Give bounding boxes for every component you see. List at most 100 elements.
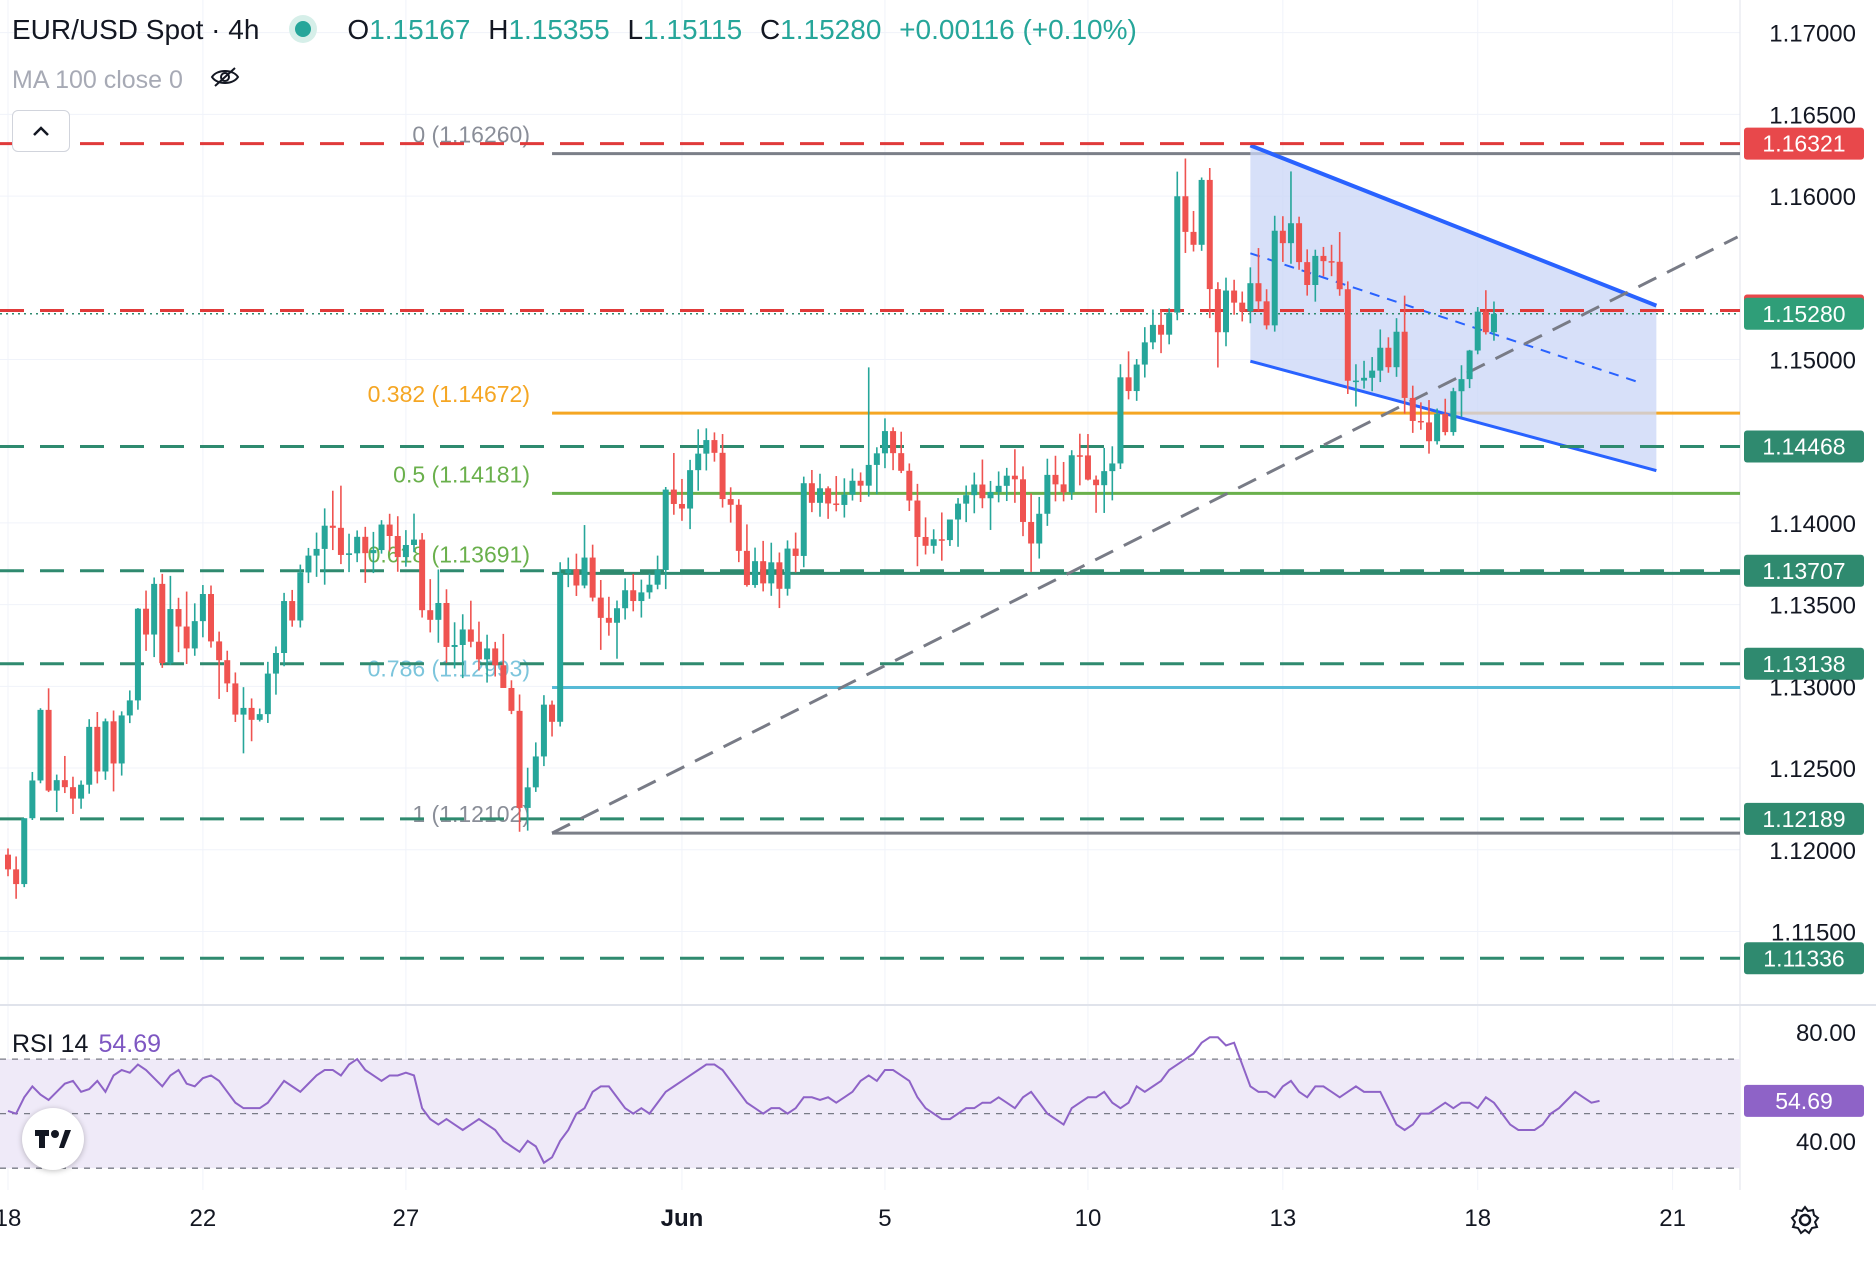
- time-tick-label: 13: [1269, 1205, 1296, 1232]
- price-axis[interactable]: 1.17000 1.16500 1.16000 1.15000 1.14000 1.135…: [1744, 21, 1864, 975]
- candle-body: [183, 626, 190, 649]
- candle-body: [459, 629, 466, 645]
- candle-body: [630, 590, 637, 602]
- candle-body: [995, 485, 1002, 493]
- candle-body: [21, 818, 28, 885]
- candle-body: [792, 548, 799, 556]
- candle-body: [695, 453, 702, 471]
- market-status-icon: [295, 21, 312, 37]
- candle-body: [175, 609, 182, 627]
- candle-body: [573, 569, 580, 586]
- candle-body: [1426, 422, 1432, 442]
- candle-body: [272, 653, 279, 674]
- candle-body: [971, 484, 978, 496]
- candle-body: [1344, 289, 1351, 381]
- candle-body: [443, 603, 450, 647]
- candle-body: [946, 519, 953, 541]
- open-value: 1.15167: [369, 14, 471, 45]
- price-tick-label: 1.15000: [1769, 348, 1856, 375]
- candle-body: [1369, 370, 1376, 378]
- candle-body: [1458, 379, 1465, 392]
- candle-body: [264, 673, 271, 715]
- candle-body: [94, 726, 101, 772]
- channel-upper-line: [1249, 143, 1658, 308]
- price-label-text: 1.13138: [1762, 651, 1845, 677]
- rsi-value-label: 54.69: [1775, 1088, 1833, 1114]
- price-tick-label: 1.11500: [1771, 919, 1856, 946]
- candle-body: [126, 700, 133, 716]
- low-label: L: [627, 14, 644, 45]
- settings-gear-icon[interactable]: [1790, 1205, 1820, 1243]
- candle-body: [1385, 347, 1392, 368]
- candlestick-series: [5, 158, 1497, 899]
- candle-body: [532, 756, 539, 788]
- rsi-label: RSI 14: [12, 1030, 89, 1058]
- candle-body: [1239, 302, 1246, 312]
- symbol-title[interactable]: EUR/USD Spot · 4h: [12, 14, 260, 45]
- price-label-text: 1.12189: [1762, 806, 1845, 832]
- low-value: 1.15115: [643, 14, 743, 45]
- candle-body: [191, 621, 198, 649]
- candle-body: [1474, 311, 1481, 351]
- candle-body: [297, 572, 304, 621]
- price-label-box: [1744, 802, 1864, 835]
- price-tick-label: 1.13500: [1769, 593, 1856, 620]
- candle-body: [1003, 475, 1010, 486]
- candle-body: [743, 550, 750, 586]
- candle-body: [118, 715, 125, 764]
- candle-body: [451, 644, 458, 647]
- candle-body: [1336, 261, 1343, 290]
- candle-body: [784, 548, 791, 589]
- rsi-legend[interactable]: RSI 14 54.69: [12, 1030, 161, 1059]
- candle-body: [508, 687, 515, 711]
- candle-body: [86, 726, 93, 785]
- rsi-value-box: [1744, 1084, 1864, 1117]
- candle-body: [817, 488, 823, 503]
- candle-body: [1328, 261, 1335, 263]
- candle-body: [199, 594, 206, 622]
- candle-body: [1434, 413, 1441, 442]
- candle-body: [890, 431, 897, 454]
- candle-body: [1312, 255, 1319, 285]
- candle-body: [1190, 231, 1197, 245]
- collapse-legend-button[interactable]: [12, 110, 70, 152]
- tradingview-logo-icon[interactable]: [22, 1108, 84, 1170]
- candle-body: [1352, 380, 1359, 383]
- candle-body: [1149, 324, 1156, 343]
- time-tick-label: 27: [393, 1205, 420, 1232]
- candle-body: [849, 480, 856, 495]
- candle-body: [240, 707, 247, 715]
- candle-body: [825, 488, 832, 504]
- candle-body: [1028, 521, 1035, 544]
- trendline[interactable]: [551, 235, 1739, 835]
- candle-body: [134, 608, 141, 701]
- high-value: 1.15355: [508, 14, 610, 45]
- open-label: O: [347, 14, 370, 45]
- price-label-text: 1.16321: [1762, 131, 1845, 157]
- candle-body: [167, 609, 174, 664]
- price-label-text: 1.11336: [1763, 945, 1844, 971]
- close-value: 1.15280: [780, 14, 882, 45]
- candle-body: [906, 470, 913, 501]
- ma-indicator-legend[interactable]: MA 100 close 0: [12, 66, 240, 95]
- hidden-eye-icon[interactable]: [210, 66, 240, 95]
- candle-body: [1060, 484, 1067, 493]
- price-tick-label: 1.12000: [1769, 838, 1856, 865]
- candle-body: [614, 608, 620, 623]
- candle-body: [289, 601, 296, 621]
- candle-body: [687, 470, 694, 509]
- candle-body: [857, 480, 864, 486]
- price-label-box: [1744, 430, 1864, 463]
- time-tick-label: 5: [878, 1205, 891, 1232]
- rsi-pane: 80.00 40.00 54.69: [0, 1020, 1864, 1169]
- candle-body: [930, 539, 937, 546]
- price-label-box: [1744, 297, 1864, 330]
- horizontal-levels[interactable]: [0, 142, 1740, 960]
- time-axis[interactable]: 18 22 27 Jun 5 10 13 18 21: [0, 1205, 1686, 1232]
- candle-body: [581, 557, 588, 586]
- candle-body: [1117, 377, 1124, 464]
- candle-body: [1206, 179, 1213, 290]
- candle-body: [1125, 377, 1132, 392]
- time-tick-label: 18: [0, 1205, 21, 1232]
